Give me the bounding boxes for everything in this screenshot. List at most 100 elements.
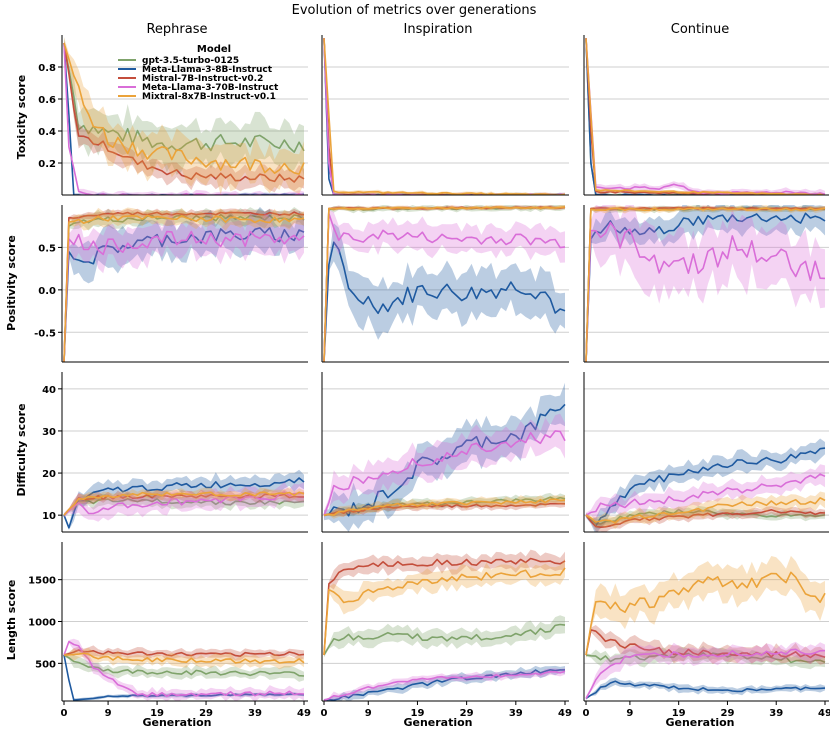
confidence-band <box>586 37 825 195</box>
confidence-band <box>324 37 565 195</box>
confidence-band <box>64 638 304 701</box>
figure-title: Evolution of metrics over generations <box>292 3 537 18</box>
x-tick-label: 9 <box>105 708 112 719</box>
series-line <box>323 206 566 362</box>
series-line <box>63 491 305 516</box>
column-title-inspiration: Inspiration <box>404 22 473 37</box>
confidence-band <box>324 558 565 658</box>
series-line <box>63 493 304 516</box>
series-line <box>585 497 826 524</box>
series-line <box>63 42 305 195</box>
confidence-band <box>324 413 565 520</box>
x-tick-label: 19 <box>410 708 424 719</box>
series-group <box>585 205 826 362</box>
series-group <box>323 549 566 701</box>
y-tick-label: 0.4 <box>38 127 56 138</box>
series-line <box>585 648 826 699</box>
y-tick-label: -0.5 <box>34 328 56 339</box>
y-tick-label: 0.8 <box>38 63 56 74</box>
series-line <box>323 241 566 362</box>
series-line <box>323 557 566 656</box>
series-line <box>585 38 825 195</box>
legend-label-mixtral: Mixtral-8x7B-Instruct-v0.1 <box>142 92 276 102</box>
series-line <box>585 508 826 529</box>
series-line <box>585 38 826 195</box>
panel-r0-c2 <box>583 35 829 196</box>
legend-entry: Meta-Llama-3-70B-Instruct <box>118 83 279 93</box>
y-tick-label: 0.0 <box>38 286 56 297</box>
series-line <box>323 567 566 656</box>
column-title-rephrase: Rephrase <box>146 22 207 37</box>
legend-label-llama3-8b: Meta-Llama-3-8B-Instruct <box>142 65 273 75</box>
series-line <box>585 221 826 362</box>
y-tick-label: 40 <box>42 385 56 396</box>
x-tick-label: 0 <box>61 708 68 719</box>
series-line <box>585 212 826 362</box>
series-line <box>323 670 566 701</box>
series-line <box>585 207 826 362</box>
series-line <box>585 38 826 195</box>
series-line <box>585 38 826 195</box>
series-line <box>323 498 566 517</box>
confidence-band <box>64 647 304 670</box>
row-label-positivity: Positivity score <box>5 235 18 331</box>
y-tick-label: 0.6 <box>38 95 56 106</box>
series-line <box>323 623 566 656</box>
confidence-band <box>586 641 825 701</box>
confidence-band <box>64 207 304 362</box>
x-tick-label: 39 <box>248 708 262 719</box>
x-tick-label: 49 <box>297 708 311 719</box>
series-line <box>63 42 305 183</box>
x-tick-label: 19 <box>150 708 164 719</box>
panel-r1-c0: -0.5 0.0 0.5 <box>34 205 308 363</box>
panel-r0-c1 <box>321 35 569 196</box>
confidence-band <box>586 37 825 195</box>
confidence-band <box>324 665 565 701</box>
y-tick-label: 1500 <box>28 576 56 587</box>
x-tick-label: 9 <box>365 708 372 719</box>
series-line <box>63 211 305 362</box>
legend-title: Model <box>197 44 231 55</box>
panel-r3-c2: 0 9 19 29 39 49 <box>583 542 830 719</box>
panel-r1-c2 <box>583 205 829 363</box>
y-tick-label: 10 <box>42 511 56 522</box>
series-line <box>585 473 826 516</box>
series-line <box>64 652 305 664</box>
confidence-band <box>324 37 565 195</box>
legend-entry: Mixtral-8x7B-Instruct-v0.1 <box>118 92 276 102</box>
y-tick-label: 0.2 <box>38 159 56 170</box>
series-group <box>585 37 826 195</box>
legend-label-mistral-7b: Mistral-7B-Instruct-v0.2 <box>142 74 263 84</box>
x-tick-label: 19 <box>672 708 686 719</box>
series-line <box>63 226 305 362</box>
panel-r0-c0: 0.2 0.4 0.6 0.8 <box>38 35 308 196</box>
panel-r2-c2 <box>583 372 829 533</box>
series-line <box>323 38 566 195</box>
confidence-band <box>64 37 304 195</box>
series-group <box>323 205 566 362</box>
x-tick-label: 39 <box>509 708 523 719</box>
confidence-band <box>586 205 825 362</box>
series-line <box>63 230 305 362</box>
y-tick-label: 500 <box>35 659 56 670</box>
y-tick-label: 30 <box>42 427 56 438</box>
confidence-band <box>324 37 565 195</box>
confidence-band <box>324 499 565 517</box>
x-tick-label: 29 <box>199 708 213 719</box>
x-tick-label: 29 <box>460 708 474 719</box>
confidence-band <box>586 506 825 532</box>
confidence-band <box>324 615 565 658</box>
panel-r3-c1: 0 9 19 29 39 49 <box>321 542 572 719</box>
confidence-band <box>64 482 304 522</box>
y-tick-label: 0.5 <box>38 243 56 254</box>
panel-r2-c1 <box>321 372 569 533</box>
confidence-band <box>586 555 825 660</box>
series-group <box>585 438 826 532</box>
series-group <box>585 555 826 701</box>
legend-entry: gpt-3.5-turbo-0125 <box>118 56 239 66</box>
panel-grid: 0.2 0.4 0.6 0.8 -0.5 0.0 0.5 10 20 30 40 500 1000 150… <box>28 35 830 719</box>
series-line <box>63 477 305 529</box>
series-line <box>323 430 566 516</box>
series-line <box>323 38 566 195</box>
series-line <box>63 42 305 175</box>
